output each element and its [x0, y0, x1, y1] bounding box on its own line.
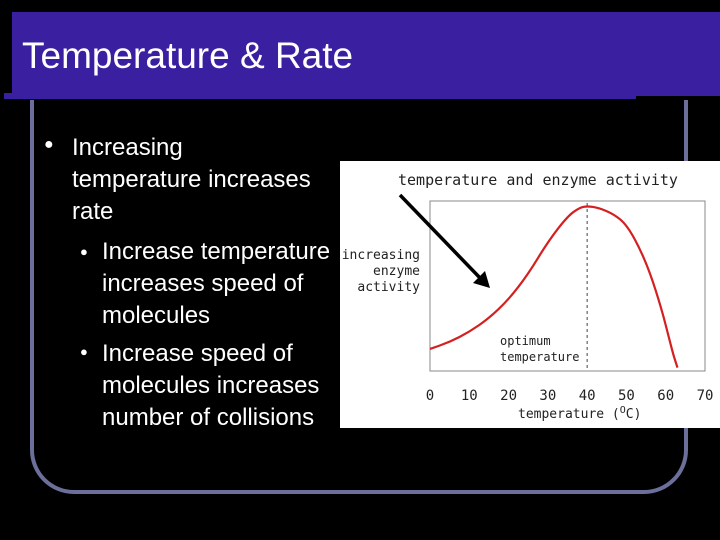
pointer-arrow [398, 193, 484, 282]
slide-title: Temperature & Rate [22, 35, 354, 76]
optimum-annotation-line: temperature [500, 350, 579, 364]
main-bullet-line: temperature increases [72, 166, 311, 193]
sub-bullet-line: molecules [102, 302, 211, 329]
chart-svg: temperature and enzyme activity increasi… [342, 171, 714, 422]
title-underline [4, 93, 636, 99]
enzyme-activity-curve [429, 205, 679, 368]
y-axis-label-line: enzyme [373, 264, 420, 279]
x-tick-label: 50 [618, 388, 635, 404]
sub-bullet-dot-icon: ● [80, 344, 88, 359]
x-axis-label-end: C) [626, 407, 642, 422]
main-bullet: Increasing temperature increases rate [72, 132, 311, 228]
sub-bullet-line: number of collisions [102, 404, 315, 431]
x-tick-label: 0 [426, 388, 434, 404]
optimum-annotation-line: optimum [500, 334, 551, 348]
x-tick-label: 10 [461, 388, 478, 404]
sub-bullet-2: Increase speed of molecules increases nu… [102, 338, 319, 434]
arrow-head-icon [473, 271, 490, 288]
x-tick-label: 40 [579, 388, 596, 404]
x-tick-label: 70 [697, 388, 714, 404]
sub-bullet-line: Increase speed of [102, 340, 293, 367]
sub-bullet-1: Increase temperature increases speed of … [102, 236, 330, 332]
x-tick-label: 20 [500, 388, 517, 404]
plot-frame [429, 200, 706, 372]
sub-bullet-line: Increase temperature [102, 238, 331, 265]
chart-title: temperature and enzyme activity [398, 171, 678, 189]
title-band [12, 12, 720, 96]
main-bullet-line: rate [72, 198, 114, 225]
y-axis-label-line: increasing [342, 248, 420, 263]
x-tick-label: 30 [539, 388, 556, 404]
sub-bullet-line: increases speed of [102, 270, 304, 297]
x-axis-label: temperature (OC) [518, 405, 641, 422]
x-tick-label: 60 [657, 388, 674, 404]
sub-bullet-line: molecules increases [102, 372, 320, 399]
x-axis-label-superscript: O [620, 405, 626, 416]
enzyme-activity-chart: temperature and enzyme activity increasi… [340, 161, 720, 428]
bullet-dot-icon: ● [44, 136, 54, 153]
sub-bullet-dot-icon: ● [80, 244, 88, 259]
y-axis-label-line: activity [357, 280, 420, 295]
main-bullet-line: Increasing [72, 134, 183, 161]
x-axis-label-text: temperature ( [518, 407, 620, 422]
